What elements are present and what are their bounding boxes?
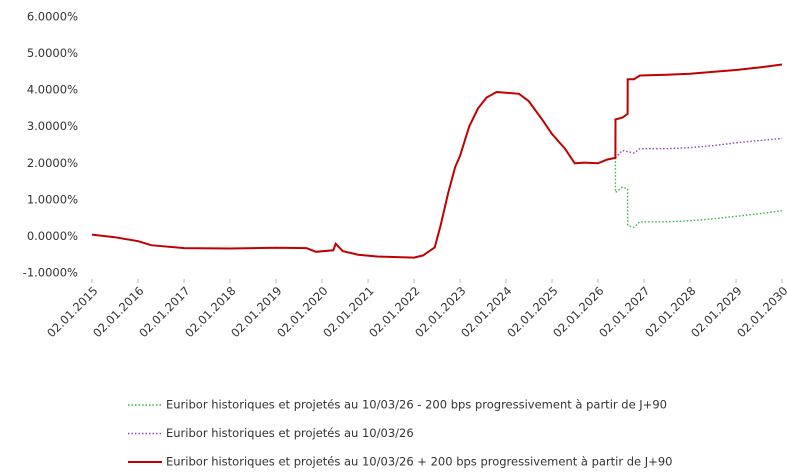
- y-tick-label: 5.0000%: [27, 46, 78, 60]
- y-tick-label: 0.0000%: [27, 229, 78, 243]
- legend-label: Euribor historiques et projetés au 10/03…: [166, 455, 672, 469]
- y-tick-label: -1.0000%: [23, 266, 78, 280]
- y-tick-label: 1.0000%: [27, 192, 78, 206]
- legend-label: Euribor historiques et projetés au 10/03…: [166, 398, 667, 412]
- series-line: [614, 137, 783, 159]
- y-tick-label: 3.0000%: [27, 119, 78, 133]
- y-tick-label: 6.0000%: [27, 10, 78, 24]
- series-line: [91, 63, 783, 259]
- series-line: [614, 157, 783, 229]
- legend-label: Euribor historiques et projetés au 10/03…: [166, 426, 414, 440]
- y-tick-label: 4.0000%: [27, 83, 78, 97]
- y-tick-label: 2.0000%: [27, 156, 78, 170]
